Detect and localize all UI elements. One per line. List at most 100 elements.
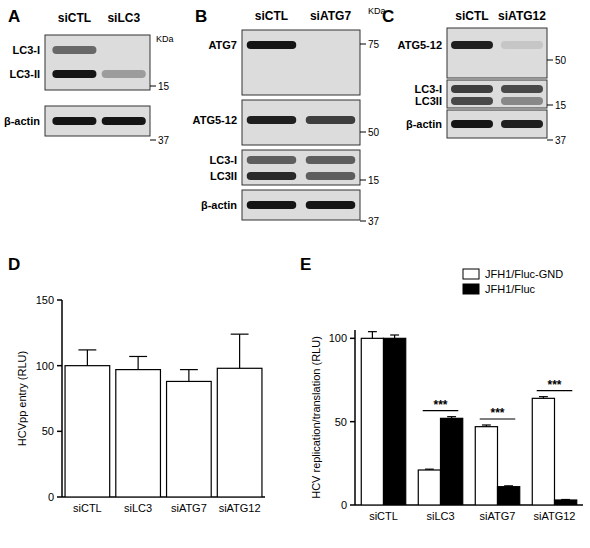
- y-axis: [354, 330, 356, 505]
- band: [306, 41, 356, 49]
- band-label: LC3-I: [13, 44, 41, 56]
- lane-label: siCTL: [58, 11, 91, 25]
- band-label: LC3II: [415, 95, 442, 107]
- band-label: ATG5-12: [193, 114, 237, 126]
- error-stem: [239, 334, 240, 368]
- bar: [384, 338, 406, 505]
- y-tick-label: 50: [42, 425, 54, 437]
- error-cap: [447, 416, 456, 417]
- chart: E050100HCV replication/translation (RLU)…: [300, 255, 583, 522]
- x-tick-label: siCTL: [369, 510, 398, 522]
- band: [247, 201, 297, 209]
- bar: [418, 470, 440, 505]
- y-axis-label: HCV replication/translation (RLU): [310, 336, 322, 499]
- band-label: β-actin: [406, 118, 442, 130]
- plot-area: [65, 334, 262, 497]
- band-label: β-actin: [201, 199, 237, 211]
- blot-panel: CsiCTLsiATG12ATG5-1250LC3-ILC3II15β-acti…: [382, 7, 567, 146]
- error-bar: [482, 425, 491, 427]
- bar: [475, 427, 497, 505]
- x-tick-label: siATG7: [171, 502, 207, 514]
- band: [247, 172, 297, 180]
- panel-letter: D: [8, 255, 20, 274]
- y-axis-label: HCVpp entry (RLU): [16, 351, 28, 446]
- y-tick: [57, 365, 62, 367]
- bar: [532, 398, 554, 505]
- band: [501, 97, 543, 105]
- chart: D050100150HCVpp entry (RLU)siCTLsiLC3siA…: [8, 255, 265, 514]
- blot-box: [45, 106, 150, 136]
- x-tick-label: siATG12: [534, 510, 576, 522]
- panel-letter: C: [382, 7, 394, 26]
- y-tick: [57, 299, 62, 301]
- x-tick-label: siATG12: [219, 502, 261, 514]
- bar: [167, 381, 212, 497]
- blot-box: [242, 150, 360, 185]
- error-bar: [231, 334, 249, 368]
- band: [306, 172, 356, 180]
- significance: ***: [490, 406, 504, 420]
- band: [52, 46, 96, 54]
- panel-letter: E: [300, 255, 311, 274]
- blot-box: [447, 28, 547, 78]
- band: [247, 116, 297, 124]
- marker-label: 50: [555, 55, 567, 66]
- blot-box: [447, 110, 547, 138]
- lane-label: siATG12: [498, 9, 546, 23]
- error-stem: [372, 332, 373, 339]
- blot-box: [45, 35, 150, 90]
- error-bar: [390, 335, 399, 338]
- lane-label: siCTL: [255, 9, 288, 23]
- significance: ***: [547, 378, 561, 392]
- band-label: LC3-II: [9, 68, 40, 80]
- y-tick: [57, 496, 62, 498]
- error-cap: [539, 396, 548, 397]
- blot-box: [242, 30, 360, 95]
- band-label: LC3-I: [415, 83, 443, 95]
- error-cap: [504, 485, 513, 486]
- error-cap: [129, 356, 147, 357]
- error-cap: [180, 369, 198, 370]
- panel-letter: A: [8, 7, 20, 26]
- band-label: β-actin: [4, 115, 40, 127]
- band: [247, 41, 297, 49]
- marker-tick: [360, 132, 366, 133]
- error-cap: [78, 349, 96, 350]
- y-tick-label: 50: [335, 416, 347, 428]
- error-bar: [368, 332, 377, 339]
- figure: AsiCTL siLC3 KDa LC3-I LC3-II 15 β-actin 37 BsiC…: [0, 0, 590, 548]
- marker-tick: [150, 140, 156, 141]
- error-stem: [138, 356, 139, 369]
- unit-label: KDa: [156, 34, 174, 44]
- band: [52, 117, 96, 125]
- lane-label: siATG7: [310, 9, 351, 23]
- marker-label: 15: [158, 81, 170, 92]
- marker-label: 37: [368, 216, 380, 227]
- error-cap: [425, 469, 434, 470]
- panel-letter: B: [195, 7, 207, 26]
- marker-tick: [360, 221, 366, 222]
- lane-label: siCTL: [455, 9, 488, 23]
- band-label: LC3-I: [210, 154, 238, 166]
- band: [501, 120, 543, 128]
- band: [102, 70, 146, 78]
- x-tick-label: siATG7: [480, 510, 516, 522]
- blot-panel: AsiCTLsiLC3KDaLC3-ILC3-II15β-actin37: [4, 7, 174, 146]
- marker-tick: [360, 44, 366, 45]
- lane-label: siLC3: [107, 11, 140, 25]
- band: [306, 156, 356, 164]
- error-bar: [561, 499, 570, 501]
- error-bar: [425, 469, 434, 471]
- band-label: ATG5-12: [398, 39, 442, 51]
- error-cap: [231, 334, 249, 335]
- band: [501, 41, 543, 49]
- bar: [498, 487, 520, 505]
- legend-label: JFH1/Fluc: [485, 283, 536, 295]
- error-cap: [368, 331, 377, 332]
- error-stem: [188, 370, 189, 382]
- marker-label: 15: [368, 175, 380, 186]
- band: [451, 85, 493, 93]
- error-bar: [447, 417, 456, 419]
- y-tick-label: 0: [48, 491, 54, 503]
- blot-box: [447, 80, 547, 108]
